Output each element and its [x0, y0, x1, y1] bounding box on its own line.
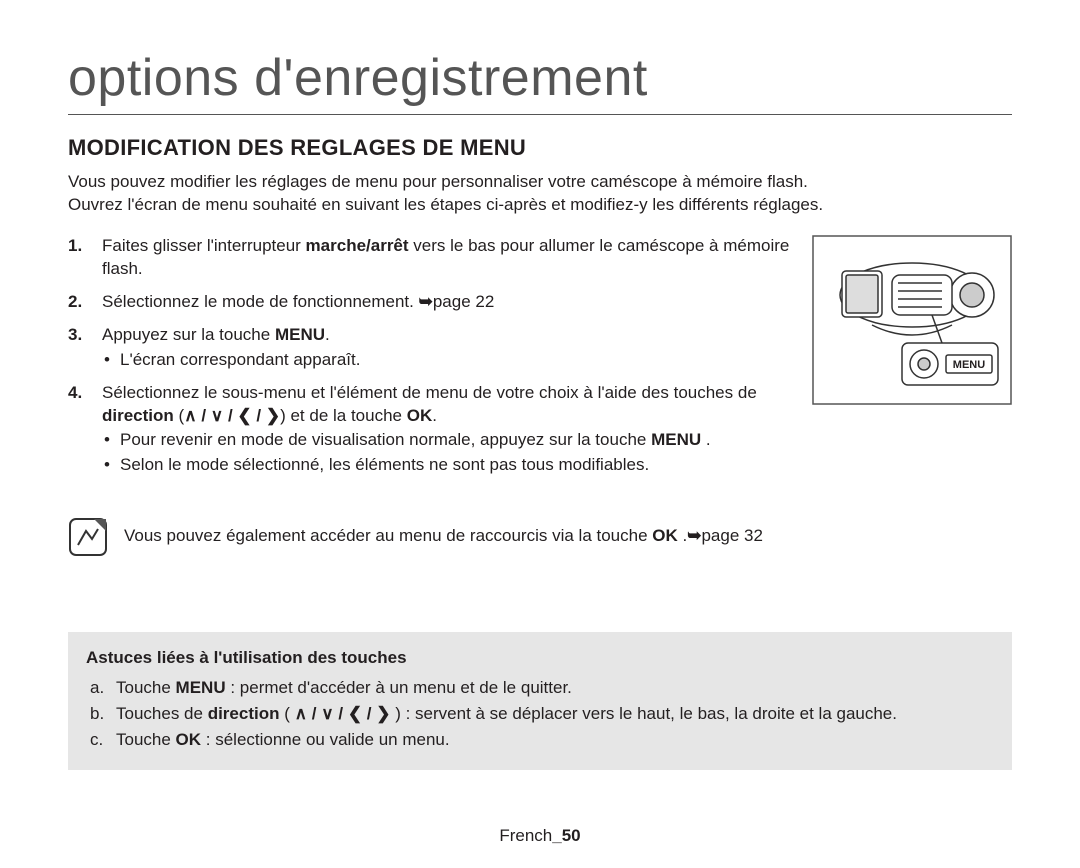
intro-text: Vous pouvez modifier les réglages de men… [68, 171, 1012, 217]
step-4-sub-1-b: MENU [651, 430, 701, 449]
arrow-icon: ➥ [419, 291, 433, 314]
camcorder-illustration-icon: MENU [812, 235, 1012, 405]
step-4-sub-1-a: Pour revenir en mode de visualisation no… [120, 430, 651, 449]
note-a: Vous pouvez également accéder au menu de… [124, 526, 652, 545]
step-4: Sélectionnez le sous-menu et l'élément d… [68, 382, 794, 478]
step-3-bold: MENU [275, 325, 325, 344]
step-4-text-f: . [432, 406, 437, 425]
tips-box: Astuces liées à l'utilisation des touche… [68, 632, 1012, 769]
tips-title: Astuces liées à l'utilisation des touche… [86, 646, 994, 670]
arrow-icon: ➥ [687, 525, 701, 548]
tip-a-1: Touche [116, 678, 176, 697]
step-4-text-d: ) et de la touche [280, 406, 407, 425]
step-3-sublist: L'écran correspondant apparaît. [102, 349, 794, 372]
content-row: Faites glisser l'interrupteur marche/arr… [68, 235, 1012, 487]
step-4-text-a: Sélectionnez le sous-menu et l'élément d… [102, 383, 757, 402]
tip-c-3: : sélectionne ou valide un menu. [201, 730, 450, 749]
tip-c-2: OK [176, 730, 202, 749]
step-3-text-c: . [325, 325, 330, 344]
tip-b-2: direction [208, 704, 280, 723]
step-4-sublist: Pour revenir en mode de visualisation no… [102, 429, 794, 477]
step-1: Faites glisser l'interrupteur marche/arr… [68, 235, 794, 281]
step-1-text-a: Faites glisser l'interrupteur [102, 236, 306, 255]
footer-a: French [499, 826, 552, 845]
step-4-sub-1-c: . [701, 430, 710, 449]
tip-b-4: ) : servent à se déplacer vers le haut, … [390, 704, 897, 723]
footer-b: _50 [552, 826, 580, 845]
page-footer: French_50 [0, 826, 1080, 846]
tip-b: Touches de direction ( ∧ / ∨ / ❮ / ❯ ) :… [86, 702, 994, 726]
tip-a-3: : permet d'accéder à un menu et de le qu… [226, 678, 572, 697]
note-row: Vous pouvez également accéder au menu de… [68, 517, 1012, 562]
steps-column: Faites glisser l'interrupteur marche/arr… [68, 235, 794, 487]
step-4-bold-direction: direction [102, 406, 174, 425]
steps-list: Faites glisser l'interrupteur marche/arr… [68, 235, 794, 477]
step-2-text-b: page 22 [433, 292, 494, 311]
menu-button-label: MENU [953, 359, 985, 371]
note-icon [68, 517, 108, 562]
tip-b-3: ( [279, 704, 294, 723]
tip-c: Touche OK : sélectionne ou valide un men… [86, 728, 994, 752]
section-heading: MODIFICATION DES REGLAGES DE MENU [68, 135, 1012, 161]
direction-chevrons-icon: ∧ / ∨ / ❮ / ❯ [184, 406, 280, 425]
step-4-sub-2: Selon le mode sélectionné, les éléments … [102, 454, 794, 477]
step-3: Appuyez sur la touche MENU. L'écran corr… [68, 324, 794, 372]
tip-c-1: Touche [116, 730, 176, 749]
step-4-sub-1: Pour revenir en mode de visualisation no… [102, 429, 794, 452]
step-2-text-a: Sélectionnez le mode de fonctionnement. [102, 292, 419, 311]
tip-a: Touche MENU : permet d'accéder à un menu… [86, 676, 994, 700]
tip-a-2: MENU [176, 678, 226, 697]
step-4-text-c: ( [174, 406, 184, 425]
step-2: Sélectionnez le mode de fonctionnement. … [68, 291, 794, 314]
illustration-column: MENU [812, 235, 1012, 487]
tip-b-1: Touches de [116, 704, 208, 723]
manual-page: options d'enregistrement MODIFICATION DE… [0, 0, 1080, 868]
step-3-sub-1: L'écran correspondant apparaît. [102, 349, 794, 372]
intro-line-1: Vous pouvez modifier les réglages de men… [68, 172, 808, 191]
tips-list: Touche MENU : permet d'accéder à un menu… [86, 676, 994, 751]
note-text: Vous pouvez également accéder au menu de… [124, 517, 763, 548]
note-c: . [678, 526, 687, 545]
page-title: options d'enregistrement [68, 48, 1012, 115]
intro-line-2: Ouvrez l'écran de menu souhaité en suiva… [68, 195, 823, 214]
step-1-bold: marche/arrêt [306, 236, 409, 255]
note-b: OK [652, 526, 678, 545]
step-3-text-a: Appuyez sur la touche [102, 325, 275, 344]
note-d: page 32 [701, 526, 762, 545]
direction-chevrons-icon: ∧ / ∨ / ❮ / ❯ [295, 704, 391, 723]
step-4-bold-ok: OK [407, 406, 433, 425]
